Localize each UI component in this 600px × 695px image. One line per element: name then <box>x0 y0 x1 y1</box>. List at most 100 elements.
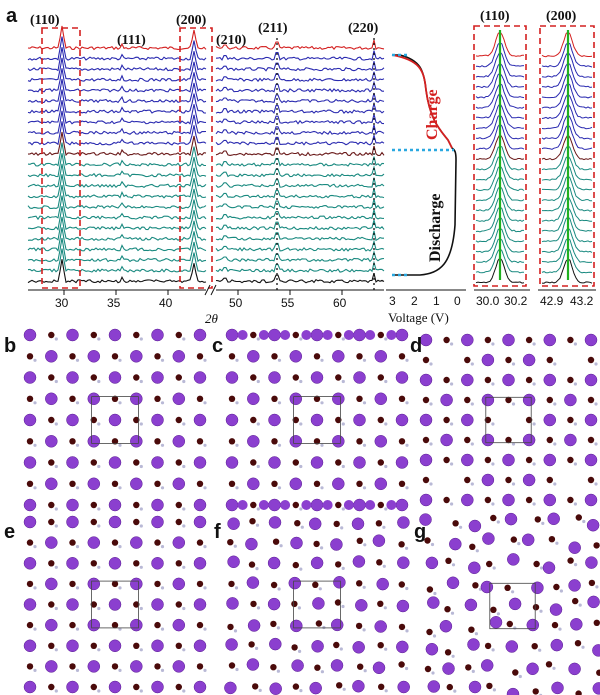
atom-small <box>75 668 80 673</box>
atom-dark <box>377 459 384 466</box>
atom-small <box>552 666 556 670</box>
atom-small <box>299 422 303 426</box>
atom-small <box>33 486 37 490</box>
atom-small <box>491 502 495 506</box>
atom-dark <box>443 456 450 464</box>
atom-large <box>267 556 281 570</box>
atom-small <box>532 502 536 506</box>
atom-dark <box>228 580 235 588</box>
atom-small <box>471 669 475 674</box>
xrd-curve <box>215 273 385 284</box>
atom-dark <box>292 416 299 424</box>
atom-large <box>246 658 260 671</box>
atom-dark <box>154 663 161 670</box>
atom-dark <box>292 374 299 381</box>
atom-small <box>532 462 536 466</box>
atom-dark <box>533 560 540 568</box>
xrd-curve <box>215 230 384 242</box>
atom-small <box>277 401 282 405</box>
atom-small <box>594 442 598 446</box>
atom-small <box>492 688 496 692</box>
atom-dark <box>444 606 451 613</box>
atom-large <box>353 413 366 427</box>
atom-small <box>553 482 557 486</box>
atom-dark <box>175 683 182 691</box>
atom-small <box>139 337 143 341</box>
atom-small <box>450 462 454 466</box>
atom-large <box>237 330 248 340</box>
atom-dark <box>596 669 600 676</box>
atom-small <box>54 464 58 469</box>
xrd-curve <box>27 131 207 157</box>
atom-large <box>543 453 557 467</box>
atom-small <box>203 545 207 549</box>
atom-dark <box>445 557 452 564</box>
atom-dark <box>69 621 76 629</box>
atom-small <box>573 462 578 466</box>
atom-small <box>553 402 557 406</box>
atom-dark <box>525 416 533 424</box>
atom-small <box>277 358 282 362</box>
atom-small <box>118 545 122 549</box>
atom-large <box>449 537 462 551</box>
atom-small <box>182 464 186 469</box>
atom-small <box>453 689 457 693</box>
atom-large <box>108 456 122 469</box>
atom-large <box>66 498 79 512</box>
atom-large <box>502 373 515 387</box>
atom-small <box>255 567 259 571</box>
atom-large <box>502 333 515 347</box>
atom-small <box>362 358 367 362</box>
atom-large <box>130 392 143 406</box>
atom-large <box>352 555 366 568</box>
atom-large <box>237 500 248 510</box>
voltage-profile-charge <box>391 54 453 149</box>
atom-dark <box>546 436 553 444</box>
atom-small <box>203 401 207 405</box>
charge-label: Charge <box>424 89 441 140</box>
atom-small <box>362 401 367 405</box>
atom-dark <box>250 416 257 424</box>
atom-small <box>297 606 301 610</box>
atom-dark <box>90 331 98 339</box>
atom-large <box>172 350 186 363</box>
atom-small <box>532 342 536 346</box>
atom-large <box>151 328 164 342</box>
atom-dark <box>398 623 406 631</box>
atom-large <box>592 682 600 695</box>
atom-dark <box>593 542 600 549</box>
atom-dark <box>593 619 600 626</box>
atom-dark <box>175 331 182 339</box>
atom-dark <box>26 663 34 670</box>
atom-small <box>451 654 455 658</box>
atom-small <box>429 482 433 486</box>
atom-small <box>574 563 578 567</box>
atom-dark <box>375 520 383 527</box>
atom-large <box>108 371 122 384</box>
atom-small <box>382 564 386 568</box>
atom-small <box>573 502 578 506</box>
atom-small <box>139 524 143 528</box>
atom-small <box>470 442 474 446</box>
atom-dark <box>588 579 596 587</box>
atom-dark <box>377 374 384 381</box>
atom-dark <box>355 622 363 630</box>
atom-large <box>151 598 164 611</box>
atom-dark <box>484 336 492 344</box>
atom-large <box>353 456 366 469</box>
atom-large <box>504 512 518 526</box>
xrd-curve <box>215 114 385 125</box>
discharge-label: Discharge <box>427 194 444 262</box>
atom-large <box>442 662 455 675</box>
atom-large <box>23 413 37 427</box>
atom-small <box>429 402 433 406</box>
vtick-3: 3 <box>389 294 396 308</box>
atom-small <box>384 507 388 511</box>
atom-large <box>66 598 79 611</box>
atom-large <box>269 637 282 651</box>
atom-small <box>255 523 260 527</box>
atom-small <box>405 586 409 591</box>
atom-large <box>130 536 143 549</box>
atom-large <box>151 371 164 384</box>
atom-dark <box>90 459 98 466</box>
